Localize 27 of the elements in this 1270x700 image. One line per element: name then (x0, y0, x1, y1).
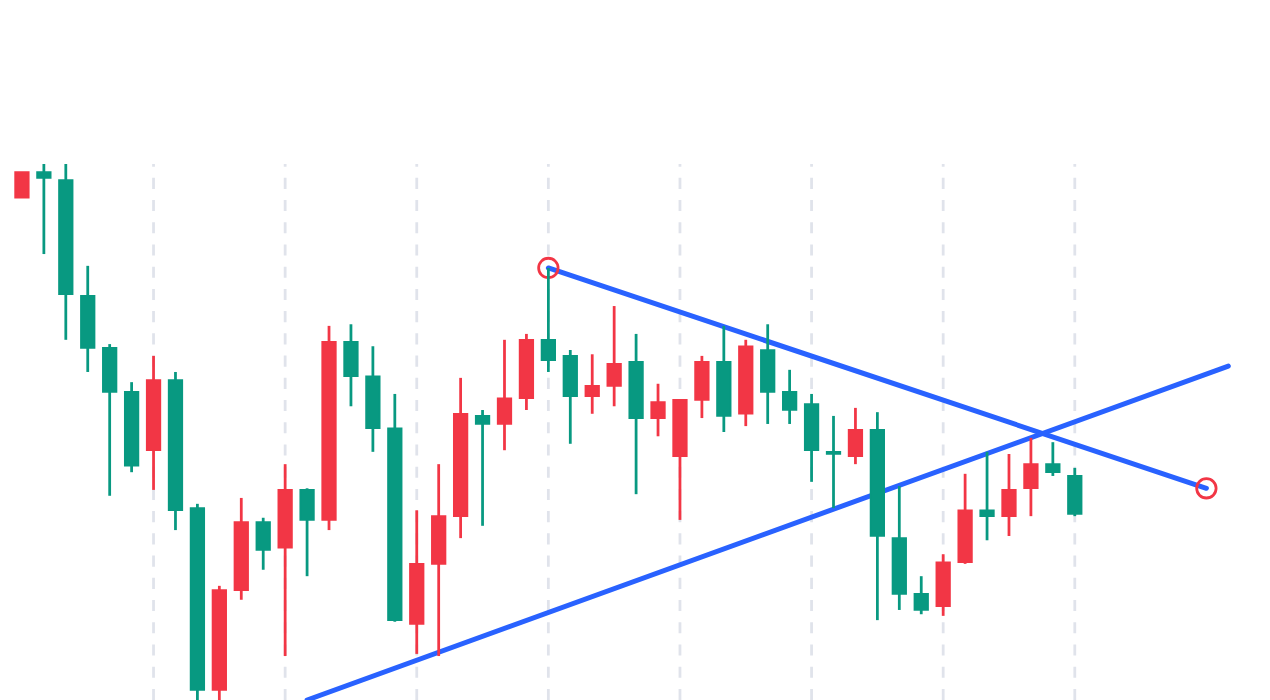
candlestick (1001, 452, 1017, 538)
candlestick (760, 322, 776, 426)
candlestick (562, 348, 578, 446)
candlestick (299, 486, 315, 578)
candlestick (102, 342, 118, 498)
candlestick (14, 171, 30, 199)
candlestick (694, 354, 710, 420)
candlestick (979, 450, 995, 542)
candlestick (584, 352, 600, 416)
candlestick (847, 406, 864, 466)
candlestick (606, 304, 622, 408)
candlestick (540, 266, 556, 374)
candlestick (1023, 436, 1039, 518)
candlestick (474, 408, 491, 528)
candlestick (803, 392, 820, 484)
candlestick (913, 574, 929, 616)
candlestick (650, 382, 666, 438)
candlestick (1045, 440, 1061, 478)
candlestick (1067, 466, 1083, 518)
candlestick (825, 414, 842, 510)
candlestick (431, 462, 447, 658)
candlestick (36, 164, 52, 256)
candlestick (343, 322, 359, 408)
candlestick (255, 516, 271, 572)
candlestick (496, 338, 513, 452)
candlestick (935, 552, 951, 618)
candlestick (782, 368, 798, 426)
